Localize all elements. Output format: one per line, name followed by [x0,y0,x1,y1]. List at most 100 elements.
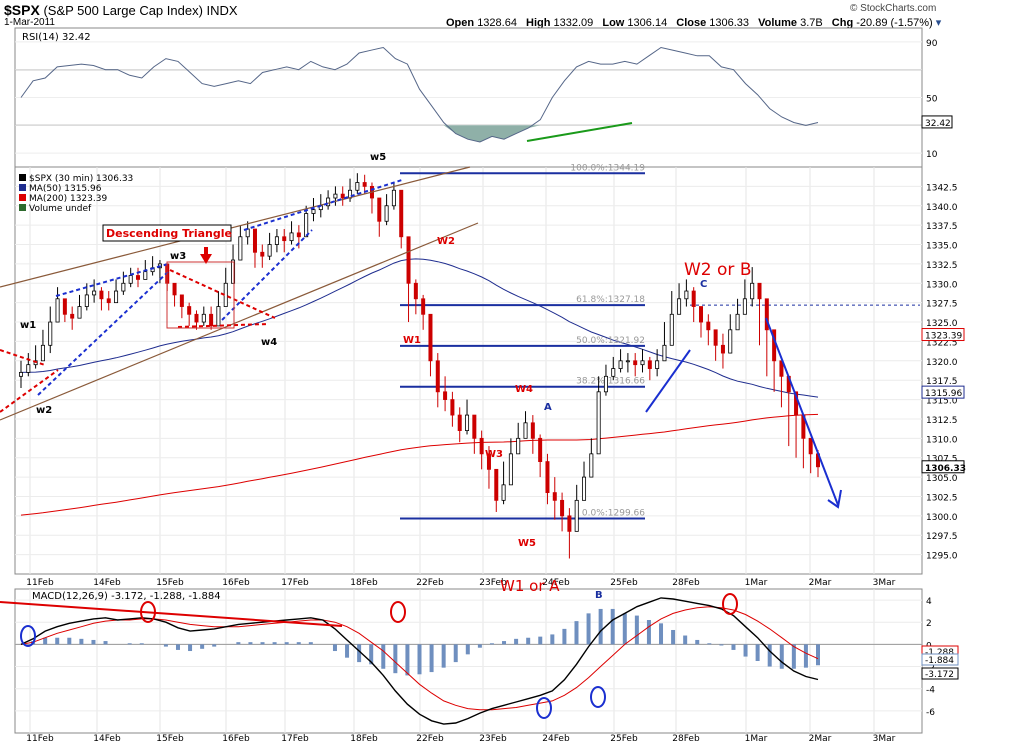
desc-triangle-label: Descending Triangle [106,227,232,240]
candle-body [18,372,23,377]
fib-label: 50.0%:1321.92 [576,336,645,346]
macd-histogram-bar [429,644,434,673]
candle-body [450,399,455,416]
rsi-tick-label: 90 [926,39,938,49]
candle-body [70,313,75,319]
price-tag [921,385,965,399]
candle-body [472,414,477,439]
date-tick-label: 24Feb [542,578,570,588]
candle-body [135,275,140,280]
candle-body [260,251,265,257]
macd-histogram-bar [707,643,712,645]
price-tick-label: 1322.5 [926,338,958,348]
candle-body [545,461,550,494]
candle-body [443,391,448,400]
macd-histogram-bar [284,642,289,645]
candle-body [333,193,338,199]
triangle-box [166,261,235,329]
macd-histogram-bar [357,644,362,663]
candle-body [84,294,89,307]
candle-body [355,182,360,191]
candle-body [699,306,704,323]
candle-body [48,321,53,346]
candle-body [567,515,572,532]
candle-body [655,360,660,369]
candle-body [128,275,133,284]
macd-histogram-bar [369,644,374,665]
candle-body [289,232,294,242]
candle-body [267,244,272,257]
macd-highlight-circle [140,601,156,623]
date-tick-label: 15Feb [156,578,184,588]
date-tick-label: 16Feb [222,734,250,744]
date-tick-label: 23Feb [479,578,507,588]
projection-line [765,317,839,506]
macd-histogram-bar [538,636,543,645]
candle-body [633,360,638,366]
macd-histogram-bar [188,644,193,652]
wave-label: w4 [261,337,277,348]
macd-histogram-bar [91,639,96,645]
candle-body [757,282,762,300]
macd-value-tag-label: -1.884 [925,656,954,666]
candle-body [428,313,433,362]
macd-histogram-bar [489,643,494,645]
candle-body [582,476,587,501]
candle-body [391,189,396,207]
candle-body [552,492,557,501]
macd-histogram-bar [212,644,217,647]
candle-body [377,197,382,222]
legend-swatch [19,194,26,201]
date-tick-label: 1Mar [745,734,768,744]
wave-label: W1 [403,335,421,346]
red-dashed-trendline [177,323,269,328]
macd-histogram-bar [586,613,591,645]
macd-histogram-bar [55,637,60,645]
candle-body [538,437,543,462]
candle-body [677,298,682,315]
macd-histogram-bar [79,638,84,645]
macd-histogram-bar [767,644,772,667]
macd-histogram-bar [791,644,796,669]
macd-highlight-circle [390,601,406,623]
candle-body [691,290,696,307]
macd-histogram-bar [393,644,398,674]
chevron-down-icon[interactable]: ▾ [935,17,942,29]
legend-entry: Volume undef [29,204,92,214]
macd-histogram-bar [477,644,482,648]
macd-histogram-bar [260,642,265,645]
macd-tick-label: 4 [926,597,932,607]
legend-swatch [19,204,26,211]
candle-body [647,360,652,369]
wave-label: W1 or A [500,577,560,595]
legend-swatch [19,174,26,181]
candle-body [764,298,769,331]
macd-histogram-bar [695,639,700,645]
date-tick-label: 22Feb [416,734,444,744]
candle-body [231,259,236,284]
candle-body [596,391,601,455]
price-tick-label: 1297.5 [926,532,958,542]
date-tick-label: 23Feb [479,734,507,744]
candle-body [494,468,499,501]
macd-histogram-bar [345,644,350,658]
candle-body [252,228,257,253]
brand-logo: © StockCharts.com [850,3,937,14]
date-tick-label: 2Mar [809,734,832,744]
candle-body [55,298,60,323]
ohlc-summary: Open 1328.64 High 1332.09 Low 1306.14 Cl… [446,17,942,29]
macd-histogram-bar [671,629,676,645]
macd-histogram-bar [731,644,736,650]
candle-body [713,329,718,346]
candle-body [560,499,565,517]
candle-body [435,360,440,393]
price-tick-label: 1307.5 [926,455,958,465]
candle-body [92,290,97,296]
fib-label: 61.8%:1327.18 [576,295,645,305]
chart-date: 1-Mar-2011 [4,17,55,28]
macd-value-tag [921,653,959,666]
macd-histogram-bar [43,637,48,645]
price-tick-label: 1320.0 [926,358,958,368]
macd-histogram-bar [502,641,507,645]
macd-histogram-bar [646,620,651,645]
